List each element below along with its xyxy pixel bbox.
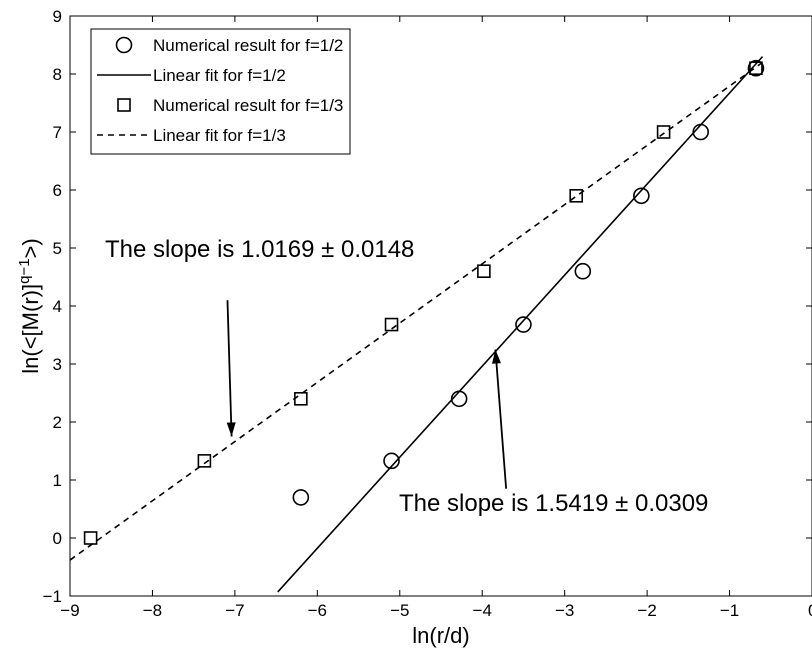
annotation-arrowhead	[492, 349, 501, 364]
circle-marker	[450, 390, 468, 408]
x-tick-label: −3	[555, 601, 574, 620]
x-tick-label: −7	[225, 601, 244, 620]
annotation-text: The slope is 1.5419 ± 0.0309	[399, 490, 708, 517]
y-tick-label: 8	[53, 65, 62, 84]
y-tick-label: 3	[53, 355, 62, 374]
x-tick-label: −8	[143, 601, 162, 620]
square-marker	[197, 454, 212, 468]
square-marker	[656, 125, 671, 139]
legend: Numerical result for f=1/2 Linear fit for…	[90, 28, 351, 155]
axis-ticks: −9 −8 −7 −6 −5 −4 −3 −2 −1 0 −1 0 1 2 3 4 5 6 7 8 9	[43, 7, 812, 620]
y-axis-label-base: ln(<[M(r)]	[18, 284, 43, 374]
circle-marker	[383, 452, 400, 470]
circle-marker	[292, 489, 310, 506]
square-marker	[384, 317, 399, 332]
circle-marker	[515, 316, 532, 333]
y-tick-label: 1	[53, 471, 62, 490]
legend-label: Linear fit for f=1/3	[153, 126, 286, 145]
y-tick-label: 4	[53, 297, 62, 316]
circle-marker	[633, 187, 650, 205]
legend-label: Numerical result for f=1/2	[153, 36, 343, 55]
x-tick-label: −1	[720, 601, 739, 620]
fit-line-1	[277, 56, 764, 593]
annotation-arrowhead	[226, 422, 236, 437]
circle-marker	[692, 123, 710, 141]
square-marker	[569, 189, 584, 203]
square-marker	[477, 264, 491, 279]
legend-box	[90, 28, 351, 155]
y-axis-label-end: >)	[18, 238, 43, 258]
circle-marker	[574, 262, 592, 280]
annotation-arrow	[494, 349, 508, 489]
legend-square-swatch	[117, 98, 131, 112]
y-tick-label: 7	[53, 123, 62, 142]
x-tick-label: −6	[308, 601, 327, 620]
circle-marker	[747, 59, 765, 77]
y-axis-label: ln(<[M(r)]q−1>)	[16, 238, 43, 373]
y-axis-label-sup: q−1	[16, 258, 33, 283]
annotation-text: The slope is 1.0169 ± 0.0148	[105, 236, 414, 263]
legend-label: Linear fit for f=1/2	[153, 66, 286, 85]
y-tick-label: 5	[53, 239, 62, 258]
annotations: The slope is 1.0169 ± 0.0148 The slope is…	[105, 236, 708, 517]
x-tick-label: 0	[808, 601, 812, 620]
x-tick-label: −5	[390, 601, 409, 620]
y-tick-label: 6	[53, 181, 62, 200]
legend-circle-swatch	[115, 36, 133, 54]
square-marker	[83, 531, 98, 545]
y-tick-label: 2	[53, 413, 62, 432]
x-tick-label: −4	[473, 601, 492, 620]
square-marker	[749, 61, 763, 76]
fit-lines	[69, 56, 764, 593]
y-tick-label: 0	[53, 529, 62, 548]
y-tick-label: −1	[43, 587, 62, 606]
x-axis-label: ln(r/d)	[412, 623, 469, 648]
x-tick-label: −2	[637, 601, 656, 620]
legend-label: Numerical result for f=1/3	[153, 96, 343, 115]
annotation-arrow	[226, 300, 233, 437]
x-tick-label: −9	[60, 601, 79, 620]
data-markers	[83, 59, 765, 545]
square-marker	[294, 391, 308, 406]
y-tick-label: 9	[53, 7, 62, 26]
